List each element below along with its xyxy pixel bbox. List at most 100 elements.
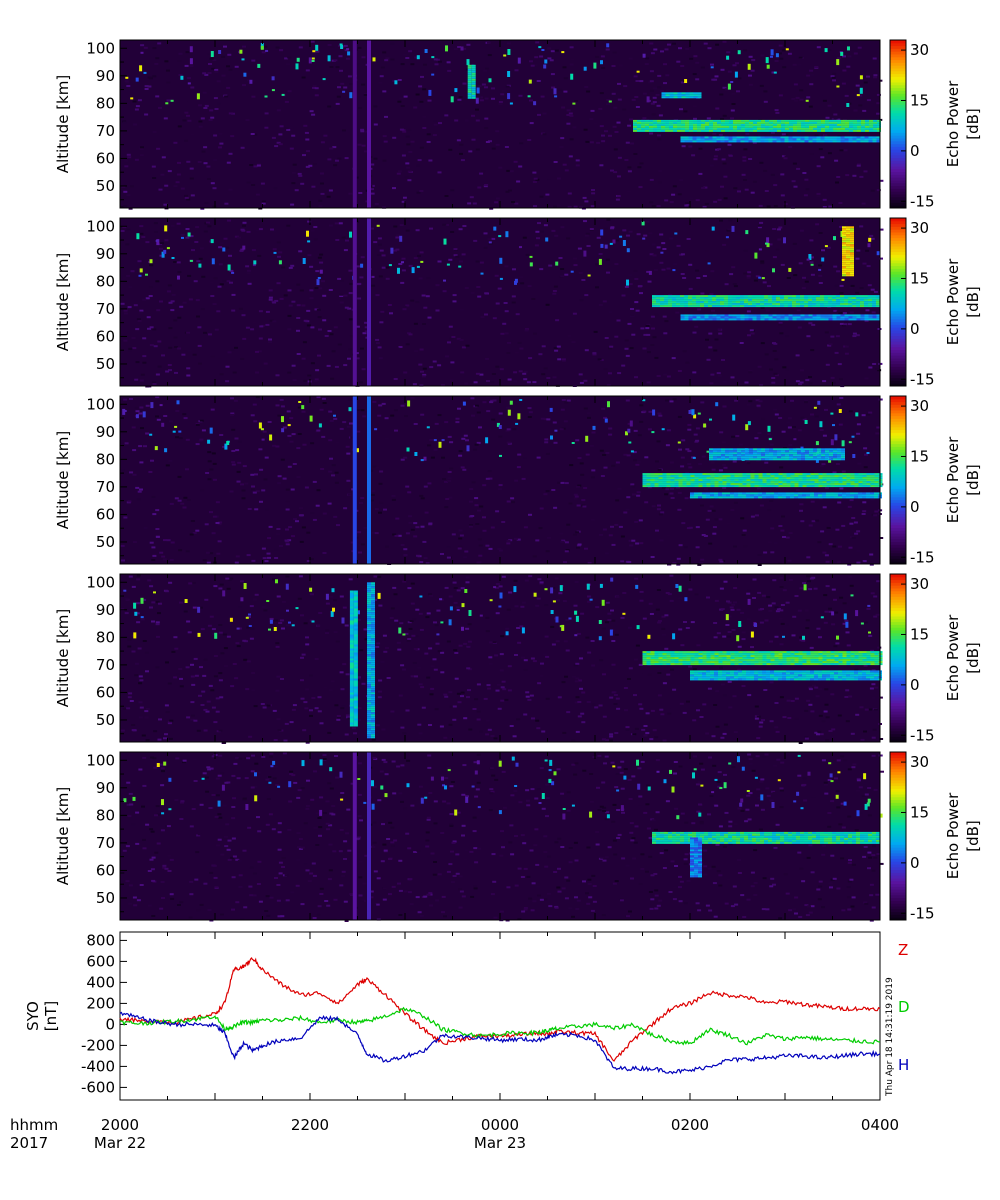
y-tick-label: 60	[96, 327, 115, 345]
y-tick-label: 50	[96, 533, 115, 551]
echo-panel-2: 50 60 70 80 90 100 Altitude [km]	[54, 217, 884, 388]
echo-layer	[690, 837, 702, 878]
y-tick-label: 100	[86, 395, 115, 413]
colorbar-1: -15 0 15 30 Echo Power [dB]	[889, 39, 982, 210]
series-line-H	[119, 1011, 881, 1075]
x-tick-label: 2200	[291, 1116, 329, 1134]
magnet-y-label: SYO	[24, 1001, 42, 1031]
y-tick-label: 50	[96, 355, 115, 373]
magnet-y-tick-label: -400	[81, 1057, 115, 1075]
colorbar-tick-label: -15	[910, 370, 935, 388]
echo-panel-1: 50 60 70 80 90 100 Altitude [km]	[54, 39, 884, 210]
y-tick-label: 90	[96, 601, 115, 619]
y-tick-label: 90	[96, 245, 115, 263]
y-tick-label: 60	[96, 683, 115, 701]
echo-stripe	[352, 752, 357, 920]
colorbar-tick-label: 0	[910, 320, 920, 338]
colorbar-label: Echo Power	[944, 792, 962, 879]
legend-label-D: D	[898, 998, 910, 1016]
magnet-y-tick-label: 800	[86, 931, 115, 949]
colorbar-tick-label: 15	[910, 625, 929, 643]
colorbar-tick-label: 15	[910, 447, 929, 465]
heatmap-noise	[120, 396, 884, 566]
colorbar-tick-label: 30	[910, 575, 929, 593]
y-tick-label: 50	[96, 889, 115, 907]
echo-panel-4: 50 60 70 80 90 100 Altitude [km]	[54, 573, 884, 744]
y-tick-label: 70	[96, 656, 115, 674]
colorbar-unit: [dB]	[964, 108, 982, 140]
colorbar-5: -15 0 15 30 Echo Power [dB]	[889, 751, 982, 922]
echo-layer	[349, 590, 358, 727]
series-line-D	[119, 1006, 881, 1046]
x-tick-label: 0000	[481, 1116, 519, 1134]
heatmap-noise	[120, 574, 884, 744]
echo-layer	[633, 119, 881, 132]
echo-panel-5: 50 60 70 80 90 100 Altitude [km]	[54, 751, 884, 922]
y-axis-label: Altitude [km]	[54, 431, 72, 529]
legend-label-Z: Z	[898, 941, 908, 959]
echo-stripe	[367, 396, 371, 564]
y-axis-label: Altitude [km]	[54, 253, 72, 351]
echo-stripe	[367, 752, 371, 920]
y-tick-label: 80	[96, 628, 115, 646]
colorbar-label: Echo Power	[944, 80, 962, 167]
echo-stripe	[352, 218, 357, 386]
y-tick-label: 80	[96, 272, 115, 290]
echo-layer	[842, 226, 854, 277]
y-tick-label: 50	[96, 711, 115, 729]
magnet-y-tick-label: 200	[86, 994, 115, 1012]
y-axis-label: Altitude [km]	[54, 787, 72, 885]
y-tick-label: 60	[96, 149, 115, 167]
colorbar-tick-label: 30	[910, 219, 929, 237]
y-tick-label: 70	[96, 300, 115, 318]
colorbar-unit: [dB]	[964, 286, 982, 318]
colorbar-tick-label: 0	[910, 854, 920, 872]
y-tick-label: 100	[86, 217, 115, 235]
echo-layer	[709, 448, 845, 461]
magnetometer-panel: -600 -400 -200 0 200 400 600 800 SYO [nT] Z D H	[24, 931, 910, 1101]
colorbar-tick-label: 30	[910, 41, 929, 59]
colorbar-tick-label: 15	[910, 269, 929, 287]
magnet-y-tick-label: -200	[81, 1036, 115, 1054]
x-tick-label: 2000	[101, 1116, 139, 1134]
echo-stripe	[367, 218, 371, 386]
y-tick-label: 90	[96, 67, 115, 85]
echo-layer	[642, 473, 883, 488]
colorbar-unit: [dB]	[964, 464, 982, 496]
echo-panel-3: 50 60 70 80 90 100 Altitude [km]	[54, 395, 884, 566]
timestamp: Thu Apr 18 14:31:19 2019	[885, 977, 895, 1097]
y-axis-label: Altitude [km]	[54, 609, 72, 707]
echo-layer	[652, 295, 880, 308]
x-row-label-top: hhmm	[10, 1116, 58, 1134]
y-tick-label: 50	[96, 177, 115, 195]
echo-layer	[642, 651, 883, 666]
echo-layer	[652, 831, 880, 844]
x-date-label: Mar 22	[94, 1134, 146, 1152]
magnet-y-unit: [nT]	[42, 1001, 60, 1031]
echo-stripe	[367, 40, 371, 208]
colorbar-tick-label: 15	[910, 91, 929, 109]
y-tick-label: 80	[96, 450, 115, 468]
colorbar-tick-label: 30	[910, 397, 929, 415]
echo-layer	[680, 314, 881, 321]
colorbar-tick-label: 0	[910, 498, 920, 516]
y-tick-label: 60	[96, 505, 115, 523]
x-row-label-bottom: 2017	[10, 1134, 48, 1152]
y-axis-label: Altitude [km]	[54, 75, 72, 173]
colorbar-tick-label: -15	[910, 192, 935, 210]
colorbar-unit: [dB]	[964, 820, 982, 852]
echo-layer	[680, 136, 881, 143]
y-tick-label: 70	[96, 834, 115, 852]
x-tick-label: 0400	[861, 1116, 899, 1134]
echo-stripe	[352, 396, 357, 564]
time-axis: hhmm 2017 2000 2200 0000 0200 0400 Mar 22 Mar …	[10, 1116, 899, 1152]
y-tick-label: 100	[86, 39, 115, 57]
colorbar-unit: [dB]	[964, 642, 982, 674]
y-tick-label: 90	[96, 423, 115, 441]
colorbar-tick-label: -15	[910, 548, 935, 566]
magnet-y-tick-label: 0	[105, 1015, 115, 1033]
colorbar-tick-label: 0	[910, 142, 920, 160]
colorbar-tick-label: -15	[910, 904, 935, 922]
